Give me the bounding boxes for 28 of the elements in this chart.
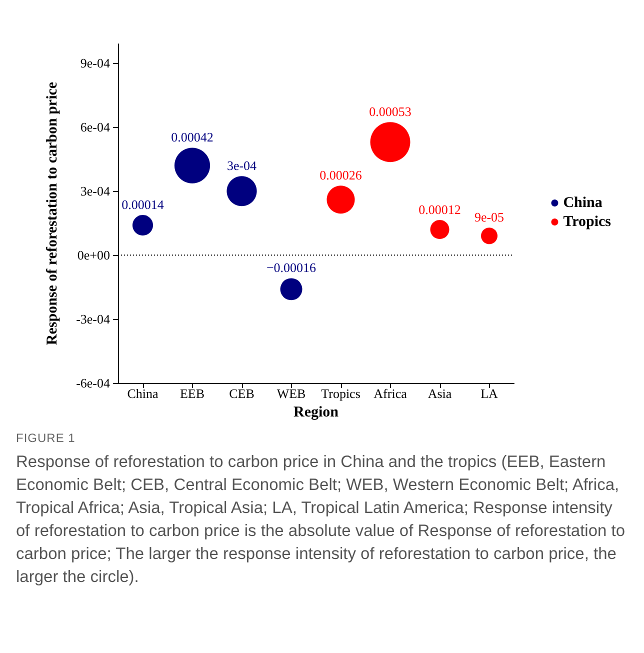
data-label: −0.00016 bbox=[266, 260, 317, 276]
data-label: 0.00053 bbox=[369, 104, 412, 120]
x-tick-label: EEB bbox=[180, 386, 205, 401]
x-tick-label: Asia bbox=[428, 386, 452, 401]
data-label: 0.00012 bbox=[418, 202, 461, 217]
text: Response of reforestation to carbon price in China and the tropics (EEB, Eastern Economic Belt; CEB, Central Economic Belt; WEB, Western Economic Belt; Africa, Tropical Africa; Asia, Tropical Asia; LA, Tropical Latin America; Response intensity of reforestation to carbon price is the absolute value of Response of reforestation to carbon price; The larger the response intensity of reforestation to carbon price, the larger the circle). bbox=[16, 452, 626, 588]
y-tick-label: 3e-04 bbox=[80, 184, 110, 199]
x-axis-title: Region bbox=[294, 404, 340, 420]
x-tick-label: Africa bbox=[374, 386, 408, 401]
y-tick-label: -6e-04 bbox=[76, 376, 110, 390]
y-tick-label: -3e-04 bbox=[76, 312, 110, 327]
data-label: 0.00014 bbox=[122, 196, 164, 212]
y-tick-label: 6e-04 bbox=[80, 120, 110, 135]
x-tick-label: China bbox=[127, 386, 158, 401]
x-tick-label: CEB bbox=[229, 386, 255, 401]
y-tick-label: 9e-04 bbox=[80, 56, 110, 71]
data-label: 3e-04 bbox=[226, 158, 258, 174]
caption: FIGURE 1 bbox=[16, 431, 76, 445]
y-axis-title: Response of reforestation to carbon price bbox=[44, 82, 60, 346]
x-tick-label: LA bbox=[480, 386, 499, 401]
x-tick-label: WEB bbox=[276, 386, 306, 401]
data-label: 9e-05 bbox=[474, 210, 504, 225]
legend-label: China bbox=[563, 195, 603, 211]
x-tick-label: Tropics bbox=[321, 386, 360, 401]
legend-label: Tropics bbox=[563, 214, 612, 230]
y-tick-label: 0e+00 bbox=[77, 248, 110, 263]
data-label: 0.00042 bbox=[171, 130, 214, 145]
data-label: 0.00026 bbox=[320, 168, 362, 183]
